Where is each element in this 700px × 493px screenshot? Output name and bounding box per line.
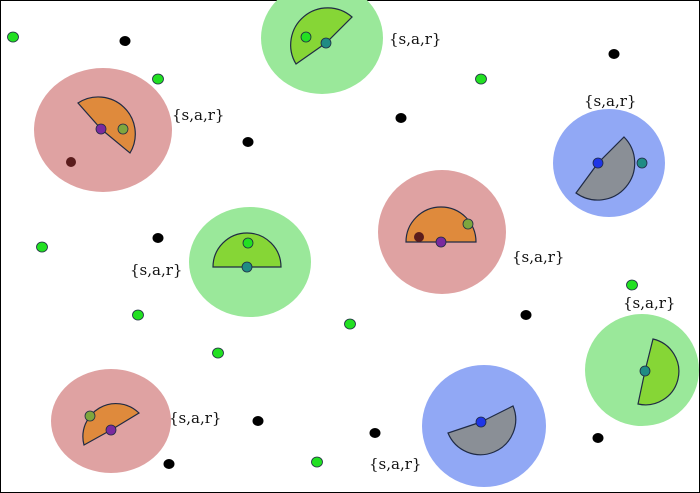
black-dot [608,49,620,59]
gray-sector [575,136,636,201]
green-dot [7,31,19,43]
dark-target-dot [414,232,424,242]
black-dot [592,433,604,443]
green-dot [36,241,48,253]
olive-target-dot [462,218,474,230]
black-dot [369,428,381,438]
green-target-dot [242,237,254,249]
agent-label: {s,a,r} [512,248,564,266]
green-sector [637,338,680,406]
agent-center-dot [435,236,447,248]
teal-target-dot [636,157,648,169]
green-zone-circle [261,0,383,94]
agent-red-center: {s,a,r} [378,170,564,294]
agent-label: {s,a,r} [369,455,421,473]
green-sector [290,7,353,65]
gray-sector [447,405,517,456]
green-dot [311,456,323,468]
agent-red-top-left: {s,a,r} [34,68,224,192]
agent-center-dot [639,365,651,377]
green-dot [626,279,638,291]
green-dot [344,318,356,330]
orange-sector [82,403,140,446]
green-target-dot [300,31,312,43]
orange-sector [405,206,477,243]
black-dot [395,113,407,123]
dark-target-dot [66,157,76,167]
black-dot [242,137,254,147]
agent-label: {s,a,r} [172,106,224,124]
olive-target-dot [84,410,96,422]
green-dot [132,309,144,321]
agent-center-dot [475,416,487,428]
agent-label: {s,a,r} [389,30,441,48]
agent-center-dot [105,424,117,436]
green-dot [475,73,487,85]
black-dot [252,416,264,426]
agent-red-bottom-left: {s,a,r} [51,369,221,473]
agent-label: {s,a,r} [130,261,182,279]
agent-center-dot [95,123,107,135]
agent-blue-right: {s,a,r} [553,92,665,217]
black-dot [119,36,131,46]
black-dot [520,310,532,320]
green-sector [212,232,282,268]
agent-label: {s,a,r} [584,92,636,110]
agent-center-dot [320,37,332,49]
green-dot [152,73,164,85]
black-dots [119,36,620,469]
agent-green-top: {s,a,r} [261,0,441,94]
agent-center-dot [241,261,253,273]
orange-sector [77,96,136,154]
agent-blue-bottom: {s,a,r} [369,365,546,487]
green-dot [212,347,224,359]
olive-target-dot [117,123,129,135]
agent-label: {s,a,r} [623,294,675,312]
agent-green-bottom-right: {s,a,r} [585,294,699,426]
agent-green-center: {s,a,r} [130,207,311,317]
black-dot [163,459,175,469]
black-dot [152,233,164,243]
agent-label: {s,a,r} [169,409,221,427]
green-dots [7,31,638,468]
agent-center-dot [592,157,604,169]
